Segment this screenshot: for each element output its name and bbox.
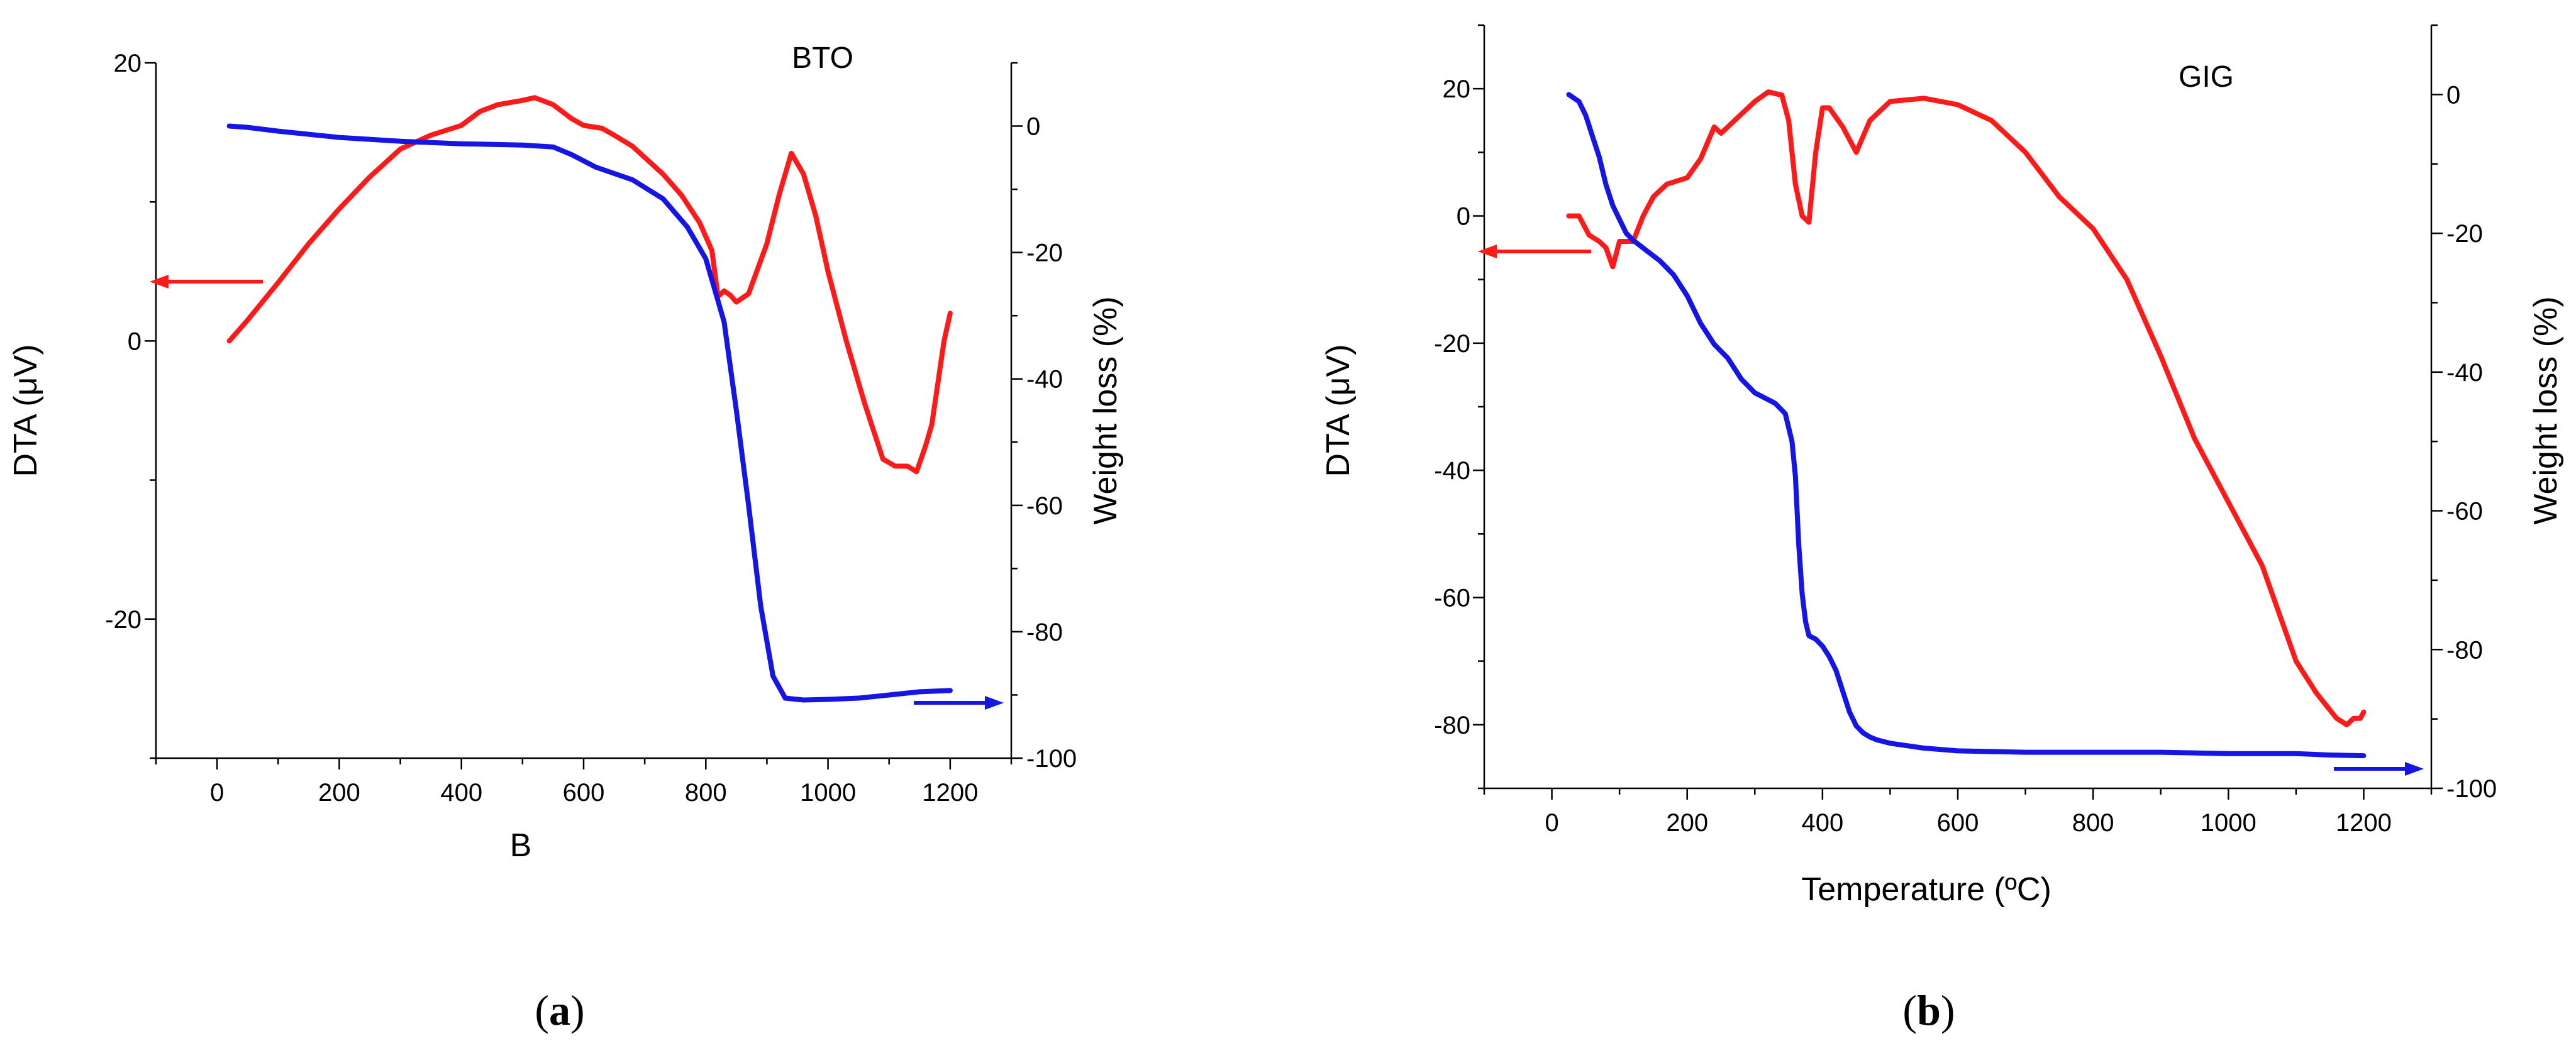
- x-axis-title: Temperature (ºC): [1801, 871, 2051, 908]
- right-y-axis-title: Weight loss (%): [2528, 296, 2564, 524]
- weight-axis-arrow-icon: [2334, 762, 2424, 776]
- left-y-tick-label: 20: [1443, 75, 1471, 103]
- x-tick-label: 200: [1666, 809, 1708, 837]
- panel-caption-letter: b: [1917, 986, 1941, 1034]
- left-y-tick-label: 20: [114, 50, 142, 77]
- panel-a-bto-chart: 0 200 400 600 800 1000 1200 -20 0 20 -100 -80 -60 -40…: [8, 41, 1124, 1034]
- series-dta-line: [226, 95, 953, 475]
- arrow-head: [150, 275, 169, 289]
- right-y-tick-label: -100: [2446, 775, 2497, 803]
- right-y-tick-label: -60: [1026, 492, 1063, 520]
- right-y-tick-label: -80: [2446, 636, 2483, 664]
- right-y-tick-label: -60: [2446, 498, 2483, 526]
- x-tick-label: 400: [1801, 809, 1843, 837]
- panel-b-gig-chart: 0 200 400 600 800 1000 1200 -80 -60 -40 -20 0 20 -100…: [1320, 24, 2564, 1034]
- left-y-tick-label: -80: [1434, 712, 1470, 739]
- right-y-tick-label: -80: [1026, 619, 1063, 646]
- right-y-tick-label: -40: [2446, 359, 2483, 387]
- left-y-tick-label: 0: [1457, 203, 1470, 231]
- x-tick-label: 200: [318, 779, 360, 807]
- left-y-axis-title: DTA (μV): [8, 345, 44, 477]
- right-y-tick-label: -40: [1026, 366, 1063, 394]
- panel-name: BTO: [792, 41, 853, 75]
- x-tick-label: 0: [1545, 809, 1558, 837]
- arrow-head: [985, 696, 1004, 710]
- dta-axis-arrow-icon: [150, 275, 263, 289]
- left-y-tick-label: -20: [105, 606, 142, 634]
- right-y-tick-label: -100: [1026, 745, 1077, 773]
- panel-caption: (b): [1902, 986, 1955, 1034]
- x-tick-label: 0: [210, 779, 224, 807]
- right-y-tick-label: 0: [1026, 113, 1040, 141]
- left-y-tick-label: -40: [1434, 457, 1470, 485]
- right-y-tick-label: -20: [2446, 220, 2483, 248]
- left-y-tick-label: -60: [1434, 585, 1470, 612]
- left-y-tick-label: -20: [1434, 330, 1470, 358]
- left-y-axis-title: DTA (μV): [1320, 345, 1357, 477]
- x-tick-label: 1200: [2336, 809, 2392, 837]
- x-tick-label: 800: [685, 779, 727, 807]
- x-tick-label: 1000: [2201, 809, 2257, 837]
- x-tick-label: 600: [563, 779, 605, 807]
- series-dta-line: [1566, 89, 2367, 727]
- weight-axis-arrow-icon: [914, 696, 1004, 710]
- x-tick-label: 400: [440, 779, 482, 807]
- panel-caption: (a): [535, 986, 584, 1034]
- right-y-tick-label: -20: [1026, 240, 1063, 267]
- panel-caption-letter: a: [549, 986, 570, 1034]
- x-tick-label: 1200: [922, 779, 978, 807]
- series-weight-loss-line: [226, 123, 953, 703]
- x-tick-label: 1000: [800, 779, 856, 807]
- right-y-axis-title: Weight loss (%): [1087, 296, 1124, 524]
- x-tick-label: 800: [2072, 809, 2114, 837]
- arrow-head: [2405, 762, 2424, 776]
- x-tick-label: 600: [1937, 809, 1979, 837]
- panel-name: GIG: [2179, 60, 2234, 94]
- dta-axis-arrow-icon: [1478, 245, 1591, 258]
- series-weight-loss-line: [1566, 92, 2367, 759]
- right-y-tick-label: 0: [2446, 81, 2460, 109]
- arrow-head: [1478, 245, 1497, 258]
- x-axis-title: B: [510, 827, 532, 864]
- left-y-tick-label: 0: [128, 328, 142, 355]
